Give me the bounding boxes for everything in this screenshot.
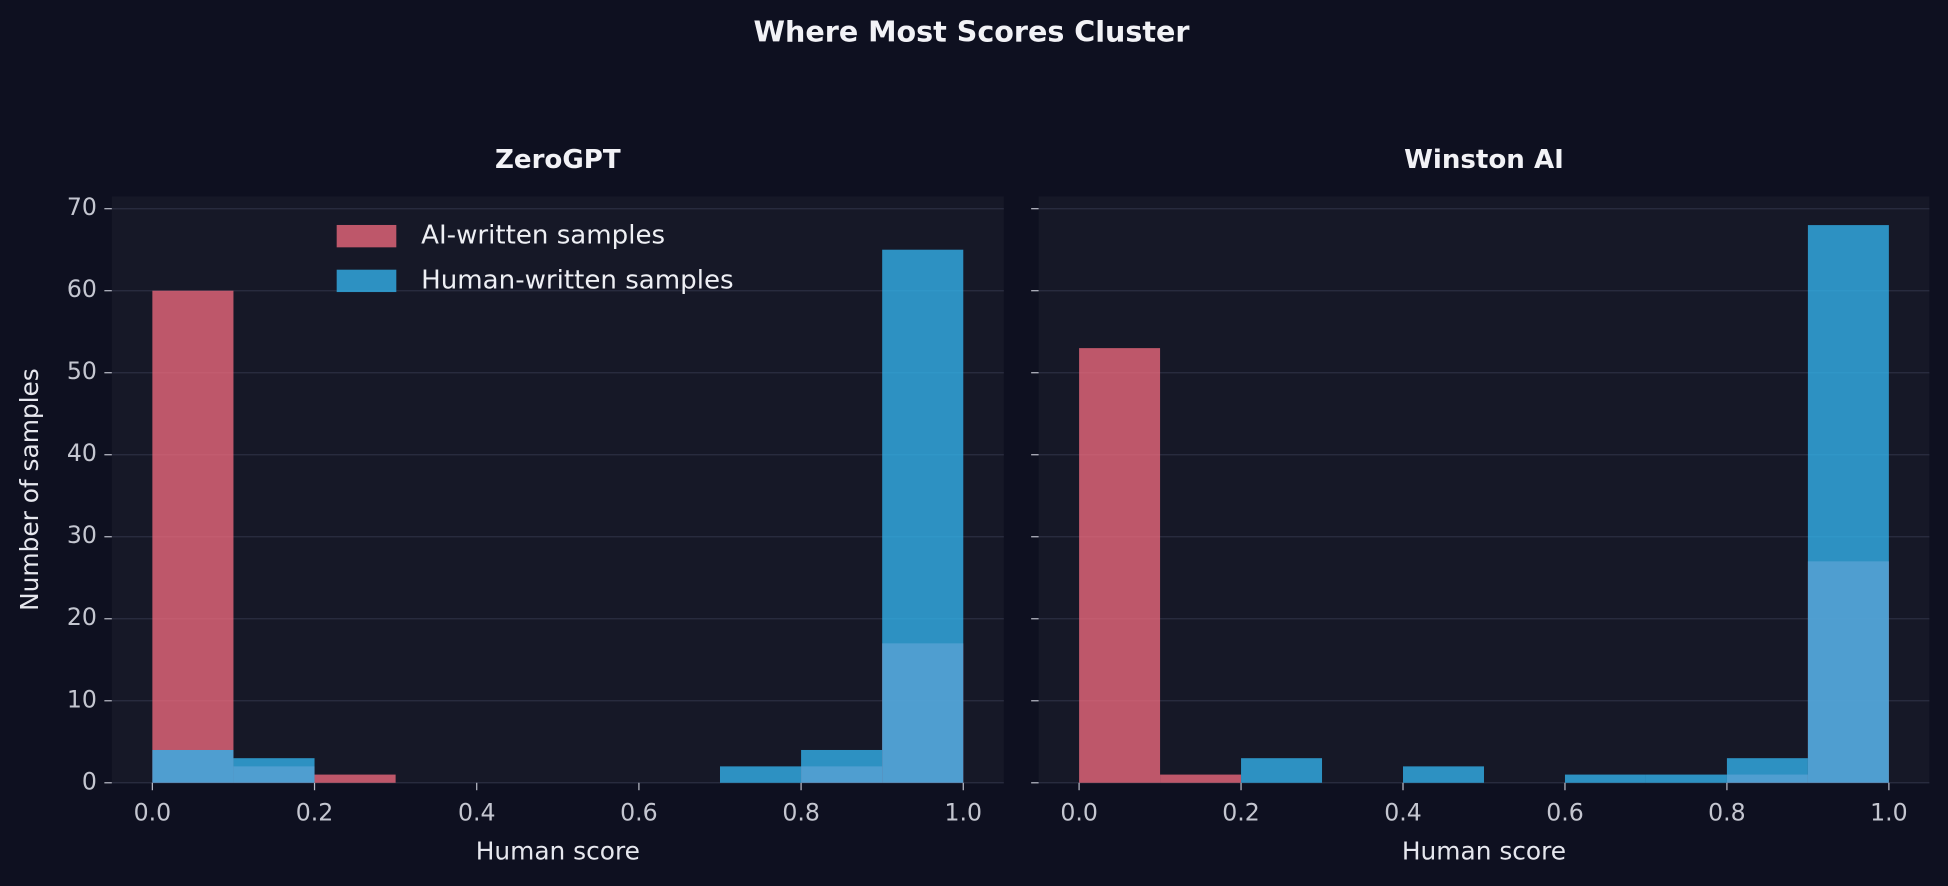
x-tick-label: 0.2 <box>296 798 334 826</box>
histogram-bar <box>1564 774 1646 783</box>
histogram-bar <box>882 249 964 783</box>
panel-title: Winston AI <box>1404 145 1564 175</box>
histogram-bar <box>1241 758 1323 783</box>
x-axis-label: Human score <box>1402 836 1566 865</box>
histogram-bar <box>719 766 802 783</box>
figure-title: Where Most Scores Cluster <box>754 15 1190 49</box>
x-tick-label: 0.0 <box>1060 798 1098 826</box>
histogram-bar <box>1807 225 1889 783</box>
x-tick-label: 0.6 <box>620 798 658 826</box>
plot-area <box>1038 196 1930 783</box>
x-tick-label: 0.0 <box>134 798 172 826</box>
legend-label: AI-written samples <box>421 221 665 251</box>
y-tick-label: 30 <box>67 521 97 549</box>
y-tick-label: 0 <box>82 767 97 795</box>
x-tick-label: 1.0 <box>1870 798 1908 826</box>
histogram-bar <box>801 749 883 783</box>
legend-swatch <box>336 224 397 248</box>
x-tick-label: 0.4 <box>1384 798 1422 826</box>
x-tick-label: 0.4 <box>458 798 496 826</box>
histogram-bar <box>1726 758 1808 783</box>
x-axis-label: Human score <box>476 836 640 865</box>
y-tick-label: 70 <box>67 193 97 221</box>
y-axis-label: Number of samples <box>15 368 44 611</box>
histogram-bar <box>233 758 315 783</box>
y-tick-label: 20 <box>67 603 97 631</box>
histogram-bar <box>314 774 396 783</box>
histogram-bar <box>1079 348 1161 783</box>
x-tick-label: 0.6 <box>1546 798 1584 826</box>
y-tick-label: 10 <box>67 685 97 713</box>
y-tick-label: 40 <box>67 439 97 467</box>
histogram-bar <box>1160 774 1242 783</box>
histogram-bar <box>1403 766 1484 783</box>
plot-area <box>111 196 1004 783</box>
x-tick-label: 0.8 <box>782 798 820 826</box>
x-tick-label: 0.8 <box>1708 798 1746 826</box>
x-tick-label: 1.0 <box>945 798 983 826</box>
histogram-bar <box>152 749 234 783</box>
panel-title: ZeroGPT <box>495 145 621 175</box>
histogram-bar <box>152 290 234 783</box>
y-tick-label: 50 <box>67 357 97 385</box>
legend-swatch <box>336 269 397 293</box>
x-tick-label: 0.2 <box>1222 798 1260 826</box>
y-tick-label: 60 <box>67 275 97 303</box>
histogram-bar <box>1645 774 1727 783</box>
legend-label: Human-written samples <box>421 265 733 295</box>
